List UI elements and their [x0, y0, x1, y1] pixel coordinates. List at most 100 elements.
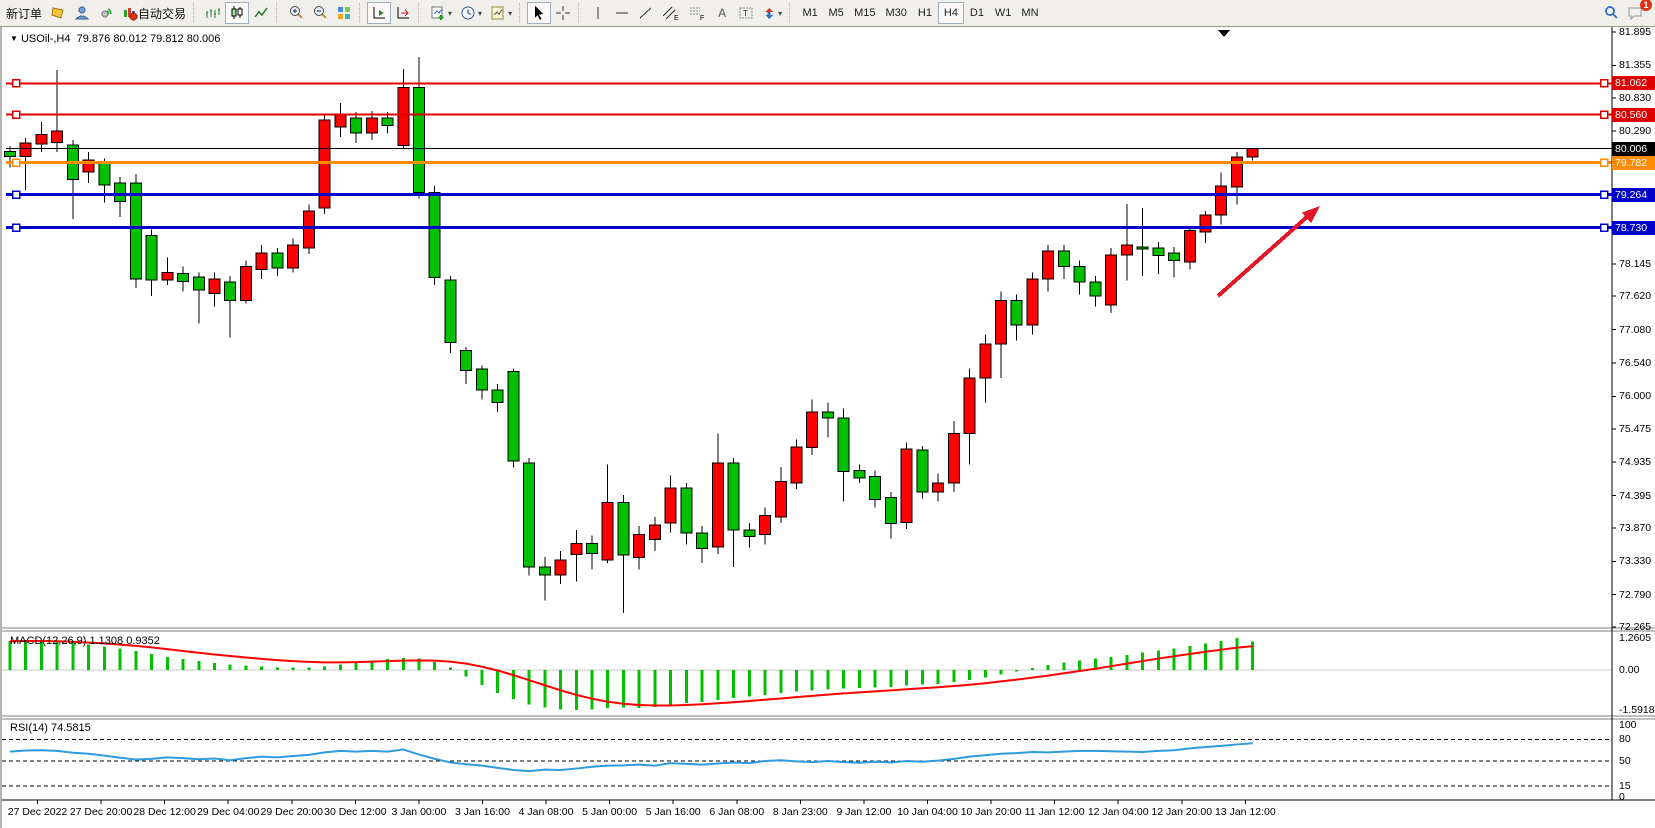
signals-icon[interactable]: [94, 2, 118, 24]
trendline-icon: [639, 7, 652, 19]
line-handle[interactable]: [1599, 158, 1609, 167]
candle: [1215, 172, 1228, 225]
market-watch-icon[interactable]: [46, 2, 70, 24]
time-tick-label: 5 Jan 16:00: [645, 806, 701, 818]
zoom-in-button[interactable]: [284, 2, 308, 24]
trendline-tool-button[interactable]: [634, 2, 658, 24]
tile-windows-icon: [338, 7, 351, 19]
candle-body: [192, 276, 205, 291]
line-handle[interactable]: [11, 158, 21, 167]
candle-body: [239, 266, 252, 302]
price-tick-label: 72.265: [1619, 621, 1652, 634]
data-window-icon[interactable]: [70, 2, 94, 24]
rsi-value: 74.5815: [50, 722, 91, 734]
candle-body: [1136, 246, 1149, 250]
zoom-out-button[interactable]: [308, 2, 332, 24]
candle-body: [82, 159, 95, 173]
candle-body: [617, 502, 630, 556]
line-handle[interactable]: [11, 190, 21, 199]
arrow-head[interactable]: [1301, 206, 1320, 224]
candle-body: [774, 481, 787, 518]
candle: [696, 526, 709, 564]
search-button[interactable]: [1599, 2, 1623, 24]
crosshair-tool-button[interactable]: [551, 2, 575, 24]
time-tick-label: 13 Jan 12:00: [1214, 806, 1276, 818]
horizontal-line-tool-button[interactable]: [610, 2, 634, 24]
candlestick-chart-type-button[interactable]: [225, 2, 250, 24]
timeframe-m30[interactable]: M30: [881, 2, 912, 24]
arrows-tool-button[interactable]: ▾: [758, 2, 786, 24]
auto-trading-button[interactable]: 自动交易: [118, 2, 190, 24]
search-icon: [1605, 6, 1618, 19]
vertical-line-tool-button[interactable]: [586, 2, 610, 24]
horizontal-line-object[interactable]: [6, 110, 1612, 119]
price-badge: 80.560: [1612, 107, 1655, 122]
line-handle[interactable]: [1599, 223, 1609, 232]
line-chart-icon: [254, 7, 268, 18]
timeframe-w1[interactable]: W1: [990, 2, 1017, 24]
time-axis[interactable]: 27 Dec 2022 27 Dec 20:00 28 Dec 12:00 29 De…: [2, 800, 1612, 828]
candle: [586, 535, 599, 570]
timeframe-h4[interactable]: H4: [937, 2, 964, 24]
notifications-button[interactable]: 1: [1623, 0, 1652, 24]
auto-scroll-button[interactable]: [367, 2, 392, 24]
templates-button[interactable]: ▾: [486, 2, 516, 24]
candle-body: [696, 532, 709, 549]
timeframe-m5[interactable]: M5: [823, 2, 849, 24]
periods-button[interactable]: ▾: [456, 2, 486, 24]
line-chart-type-button[interactable]: [249, 2, 273, 24]
arrow-shaft[interactable]: [1216, 214, 1310, 298]
chart-shift-button[interactable]: [391, 2, 415, 24]
add-indicator-icon: [431, 6, 444, 20]
candle: [444, 275, 457, 354]
candle-body: [979, 343, 992, 379]
price-axis[interactable]: 81.89581.35580.83080.29079.76579.22578.6…: [1612, 26, 1655, 828]
candlestick-icon: [231, 6, 243, 19]
candle: [1246, 148, 1259, 161]
symbol-dropdown-icon[interactable]: ▼: [10, 34, 18, 43]
toolbar-separator: [418, 3, 423, 23]
indicators-button[interactable]: ▾: [426, 2, 456, 24]
line-handle[interactable]: [11, 79, 21, 88]
new-order-button[interactable]: 新订单: [2, 2, 46, 24]
time-tick-label: 8 Jan 23:00: [772, 806, 828, 818]
line-handle[interactable]: [1599, 110, 1609, 119]
line-handle[interactable]: [1599, 79, 1609, 88]
notification-count-badge: 1: [1640, 0, 1652, 11]
horizontal-line-object[interactable]: [6, 223, 1612, 232]
candle-body: [475, 368, 488, 391]
candle-body: [1246, 148, 1259, 158]
candle-body: [1010, 300, 1023, 326]
arrow-object[interactable]: [1216, 206, 1320, 298]
auto-trading-icon: [124, 8, 138, 21]
timeframe-mn[interactable]: MN: [1016, 2, 1043, 24]
candle-body: [1199, 214, 1212, 233]
timeframe-h1[interactable]: H1: [912, 2, 938, 24]
cursor-tool-button[interactable]: [527, 2, 552, 24]
horizontal-line-object[interactable]: [6, 79, 1612, 88]
candle-body: [428, 191, 441, 279]
tile-windows-button[interactable]: [332, 2, 356, 24]
candle: [177, 266, 190, 292]
line-handle[interactable]: [11, 110, 21, 119]
person-icon: [74, 6, 90, 20]
candle-body: [1089, 281, 1102, 297]
price-tick-label: 77.620: [1619, 290, 1652, 303]
fibonacci-tool-button[interactable]: F: [684, 2, 710, 24]
horizontal-line-object[interactable]: [6, 190, 1612, 199]
candle: [224, 275, 237, 338]
candle: [397, 68, 410, 150]
channel-tool-button[interactable]: E: [658, 2, 684, 24]
line-handle[interactable]: [1599, 190, 1609, 199]
timeframe-d1[interactable]: D1: [964, 2, 990, 24]
timeframe-m1[interactable]: M1: [797, 2, 823, 24]
candle: [523, 458, 536, 576]
timeframe-m15[interactable]: M15: [849, 2, 880, 24]
candle-body: [711, 462, 724, 548]
signal-icon: [101, 8, 112, 18]
text-label-tool-button[interactable]: T: [734, 2, 758, 24]
line-handle[interactable]: [11, 223, 21, 232]
text-tool-button[interactable]: A: [710, 2, 734, 24]
bar-chart-type-button[interactable]: [201, 2, 225, 24]
horizontal-line-object[interactable]: [6, 158, 1612, 167]
